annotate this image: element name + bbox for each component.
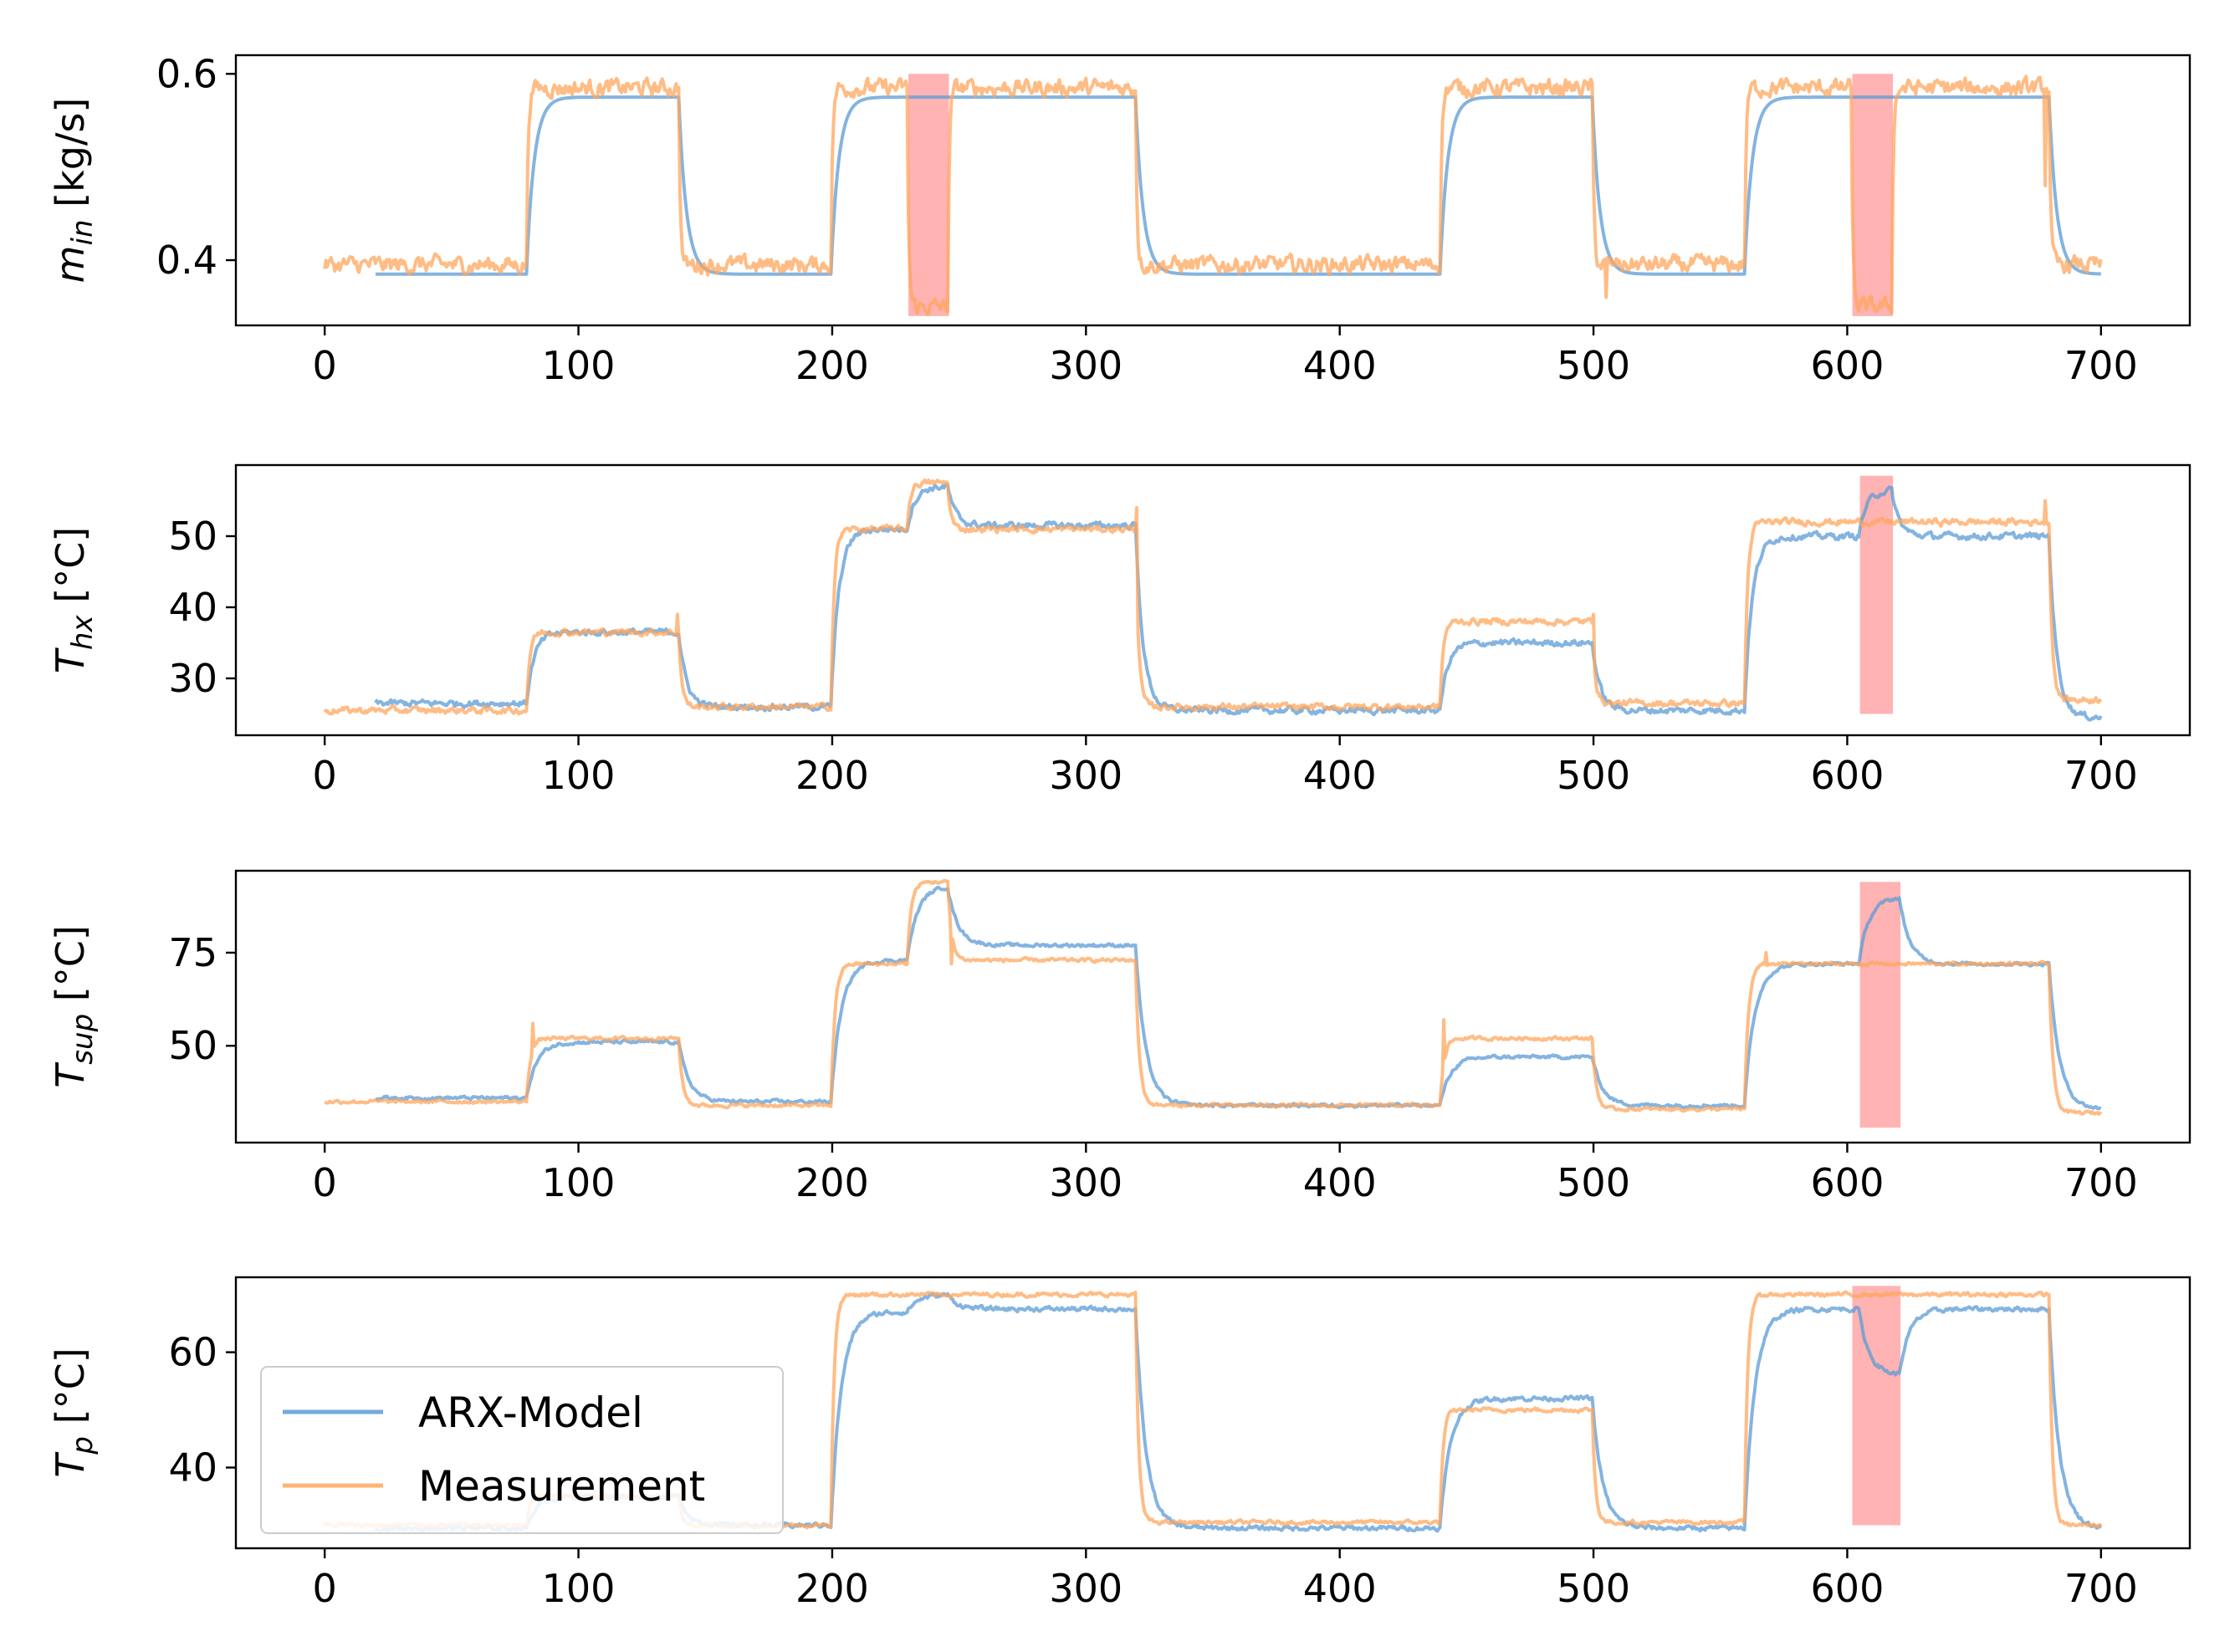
x-tick-label: 700 [2064,753,2138,798]
panel-1: 0 100 200 300 400 500 600 700 0.4 0.6 min [kg/s] [48,51,2191,388]
highlight-span [1852,1286,1901,1526]
highlight-span [1852,74,1894,316]
x-tick-label: 200 [795,1160,869,1205]
x-tick-label: 100 [542,1566,616,1611]
x-tick-label: 500 [1557,1160,1630,1205]
x-tick-label: 0 [313,343,337,388]
x-tick-label: 200 [795,343,869,388]
x-tick-label: 600 [1811,1160,1885,1205]
y-tick-label: 0.4 [156,238,217,283]
x-tick-label: 400 [1303,343,1377,388]
y-tick-label: 40 [168,1445,217,1490]
y-axis-label: Thx [°C] [48,527,100,673]
axes-frame [234,869,2191,1144]
x-tick-label: 400 [1303,1160,1377,1205]
x-tick-label: 700 [2064,343,2138,388]
y-axis-label: Tp [°C] [48,1348,100,1477]
legend-label: Measurement [418,1462,705,1511]
axes-frame [234,54,2191,327]
plot-area [323,74,2103,316]
x-tick-label: 200 [795,753,869,798]
y-tick-label: 75 [168,930,217,975]
x-tick-label: 300 [1049,1566,1123,1611]
x-tick-label: 600 [1811,1566,1885,1611]
x-tick-label: 300 [1049,753,1123,798]
x-tick-label: 200 [795,1566,869,1611]
x-tick-label: 0 [313,1160,337,1205]
legend: ARX-Model Measurement [260,1366,784,1534]
x-tick-label: 0 [313,753,337,798]
panel-2: 0 100 200 300 400 500 600 700 30 40 50 Thx [°C] [48,463,2191,798]
x-tick-label: 600 [1811,753,1885,798]
x-tick-label: 600 [1811,343,1885,388]
legend-box [260,1366,784,1534]
series-line-arx-model [375,95,2102,276]
series-line-arx-model [374,483,2103,722]
x-tick-label: 500 [1557,753,1630,798]
panel-3: 0 100 200 300 400 500 600 700 50 75 Tsup [°C] [48,869,2191,1205]
x-tick-label: 100 [542,343,616,388]
x-tick-label: 300 [1049,343,1123,388]
series-line-measurement [323,74,2103,316]
y-tick-label: 0.6 [156,51,217,96]
highlight-span [1859,475,1894,714]
y-tick-label: 50 [168,1023,217,1068]
x-tick-label: 0 [313,1566,337,1611]
x-tick-label: 400 [1303,1566,1377,1611]
series-line-measurement [324,878,2103,1116]
x-tick-label: 100 [542,1160,616,1205]
axes-frame [234,463,2191,737]
x-tick-label: 500 [1557,1566,1630,1611]
y-tick-label: 30 [168,656,217,701]
x-tick-label: 400 [1303,753,1377,798]
y-axis-label: Tsup [°C] [48,925,100,1088]
series-line-arx-model [375,885,2102,1111]
x-tick-label: 100 [542,753,616,798]
x-tick-label: 700 [2064,1566,2138,1611]
y-tick-label: 40 [168,585,217,630]
plot-area [324,878,2103,1128]
highlight-span [1859,882,1901,1128]
y-axis-label: min [kg/s] [48,98,100,284]
x-tick-label: 300 [1049,1160,1123,1205]
panel-4: 0 100 200 300 400 500 600 700 40 60 Tp [°C] [48,1276,2191,1611]
legend-label: ARX-Model [418,1389,643,1437]
x-tick-label: 700 [2064,1160,2138,1205]
y-tick-label: 60 [168,1330,217,1375]
axes-frame [234,1276,2191,1550]
series-line-measurement [323,478,2103,716]
plot-area [323,475,2103,722]
highlight-span [908,74,949,316]
x-tick-label: 500 [1557,343,1630,388]
y-tick-label: 50 [168,514,217,559]
